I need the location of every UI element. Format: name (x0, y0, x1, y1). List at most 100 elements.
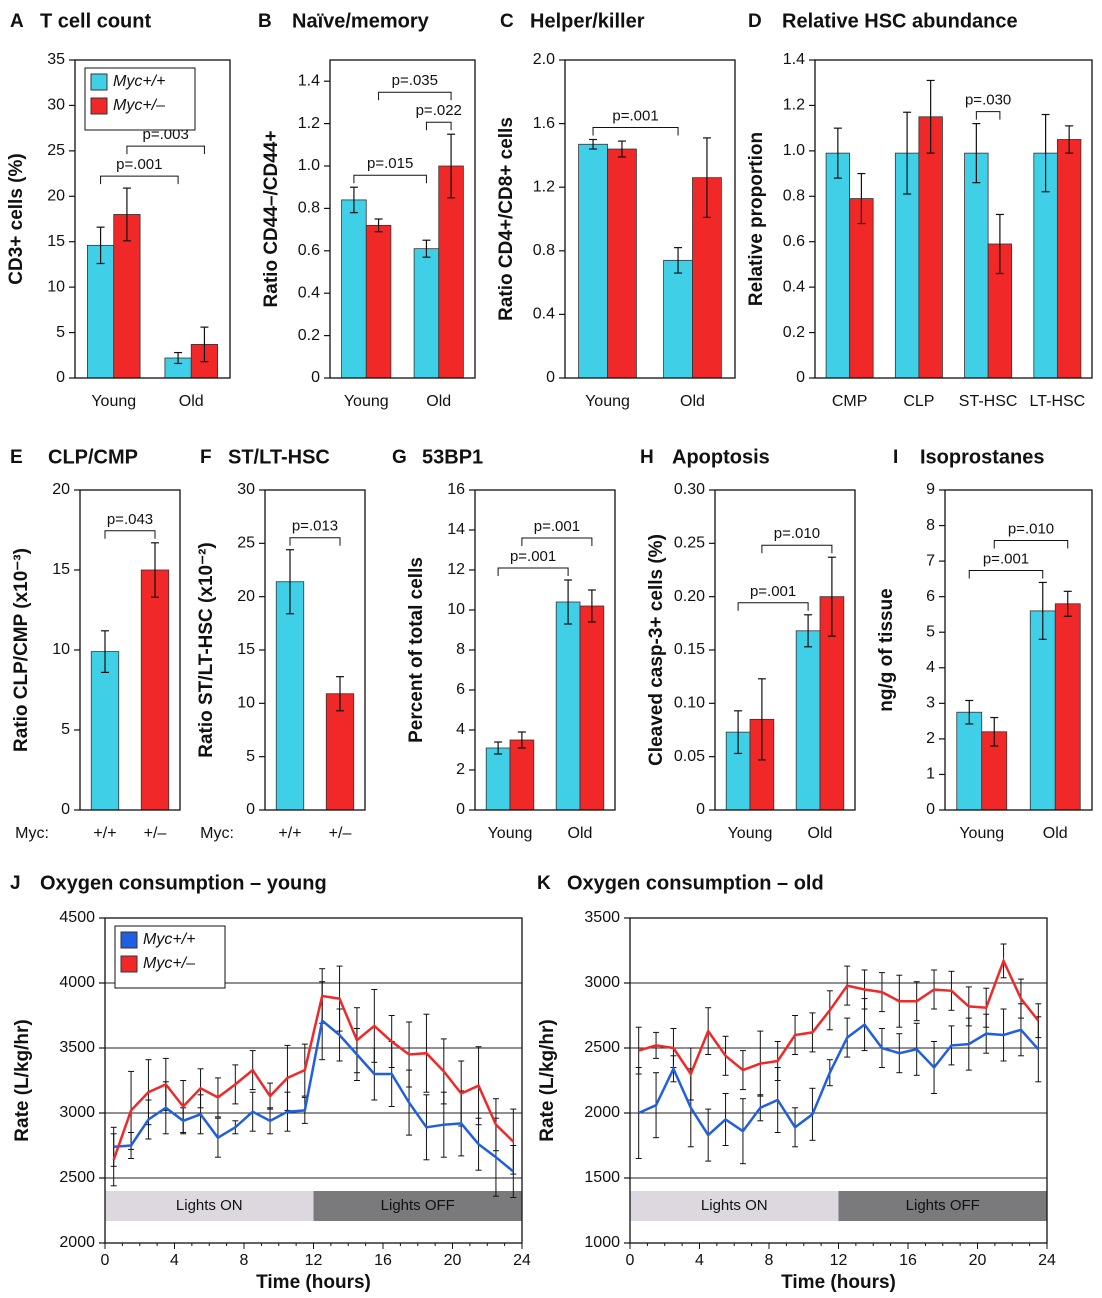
y-tick-label: 1.6 (533, 115, 555, 132)
p-value: p=.030 (965, 92, 1011, 109)
significance-bracket (289, 537, 341, 546)
panel-title: Helper/killer (530, 10, 645, 32)
y-tick-label: 9 (926, 481, 935, 498)
p-value: p=.013 (292, 518, 338, 535)
p-value: p=.010 (1008, 520, 1054, 537)
bar (413, 248, 440, 379)
bar (607, 148, 637, 379)
y-tick-label: 10 (52, 641, 70, 658)
bar (341, 199, 367, 379)
y-tick-label: 20 (47, 188, 65, 205)
panel: A T cell count CD3+ cells (%) 0 5 10 15 20 25 30 3… (6, 10, 231, 410)
y-tick-label: 0.8 (298, 200, 320, 217)
panel-title: CLP/CMP (48, 446, 138, 468)
error-bar (804, 614, 813, 648)
y-tick-label: 1.0 (298, 157, 320, 174)
y-tick-label: 10 (447, 601, 465, 618)
band-label: Lights OFF (381, 1197, 455, 1214)
y-axis-label: Rate (L/kg/hr) (537, 1019, 558, 1141)
y-tick-label: 2000 (59, 1234, 95, 1251)
panel: C Helper/killer Ratio CD4+/CD8+ cells 0 0.4 0… (496, 10, 736, 410)
panel: F ST/LT-HSC Ratio ST/LT-HSC (x10⁻²) 0 5 10 15 2… (196, 446, 366, 842)
error-bar (702, 137, 711, 219)
y-axis-label: Cleaved casp-3+ cells (%) (646, 534, 667, 766)
legend-swatch (120, 931, 138, 949)
legend-swatch (90, 73, 108, 91)
plot-frame (714, 489, 856, 811)
bar (795, 630, 821, 811)
legend-label: Myc+/– (143, 955, 195, 972)
error-bar (174, 351, 183, 365)
p-value: p=.035 (392, 72, 438, 89)
band-label: Lights ON (701, 1197, 768, 1214)
error-bar (200, 326, 209, 363)
error-bar (151, 542, 159, 598)
y-tick-label: 0.4 (298, 284, 320, 301)
x-tick-label: Young (585, 393, 630, 410)
x-tick-label: CMP (832, 393, 868, 410)
panel-letter: K (537, 873, 551, 894)
error-bar (1065, 125, 1074, 154)
error-bar (336, 676, 344, 712)
x-prefix: Myc: (15, 825, 49, 842)
y-tick-label: 1000 (584, 1234, 620, 1251)
x-tick-label: 8 (765, 1252, 774, 1269)
y-tick-label: 3500 (584, 909, 620, 926)
p-value: p=.001 (983, 550, 1029, 567)
y-tick-label: 0.4 (783, 278, 805, 295)
panel-title: Oxygen consumption – young (40, 872, 327, 894)
y-tick-label: 5 (246, 748, 255, 765)
y-tick-label: 0.15 (674, 641, 705, 658)
panel-title: ST/LT-HSC (228, 446, 330, 468)
y-tick-label: 1.2 (533, 178, 555, 195)
error-bar (734, 710, 743, 755)
y-axis-label: Ratio ST/LT-HSC (x10⁻²) (196, 542, 217, 758)
y-tick-label: 0 (456, 801, 465, 818)
p-value: p=.001 (612, 107, 658, 124)
bar (663, 259, 693, 379)
x-tick-label: Young (728, 825, 773, 842)
y-tick-label: 0.20 (674, 588, 705, 605)
y-tick-label: 0 (246, 801, 255, 818)
x-tick-label: 0 (626, 1252, 635, 1269)
y-tick-label: 1.4 (783, 51, 805, 68)
bar (578, 143, 608, 379)
y-tick-label: 2500 (584, 1039, 620, 1056)
panel: H Apoptosis Cleaved casp-3+ cells (%) 0 0.05… (640, 446, 856, 842)
y-tick-label: 2 (456, 761, 465, 778)
y-tick-label: 0 (311, 369, 320, 386)
legend-label: Myc+/+ (113, 73, 165, 90)
bar (1054, 603, 1081, 811)
plot-frame (629, 917, 1048, 1244)
x-tick-label: 16 (374, 1252, 392, 1269)
y-tick-label: 7 (926, 552, 935, 569)
error-bar (903, 111, 912, 195)
error-bar (122, 187, 131, 242)
significance-bracket (104, 530, 156, 539)
y-tick-label: 20 (237, 588, 255, 605)
y-tick-label: 12 (447, 561, 465, 578)
panel-title: T cell count (40, 10, 151, 32)
y-tick-label: 20 (52, 481, 70, 498)
y-axis-label: Rate (L/kg/hr) (12, 1019, 33, 1141)
y-tick-label: 2000 (584, 1104, 620, 1121)
y-tick-label: 0.4 (533, 306, 555, 323)
panel-letter: I (893, 447, 898, 468)
error-bar (422, 239, 431, 258)
y-tick-label: 30 (237, 481, 255, 498)
panel-letter: D (748, 11, 762, 32)
plot-frame (329, 59, 476, 379)
y-tick-label: 1.0 (783, 142, 805, 159)
error-bar (995, 213, 1004, 275)
y-tick-label: 0 (61, 801, 70, 818)
legend-label: Myc+/– (113, 97, 165, 114)
significance-bracket (378, 91, 452, 101)
x-tick-label: ST-HSC (959, 393, 1018, 410)
error-bar (101, 630, 109, 674)
p-value: p=.001 (510, 548, 556, 565)
line (638, 1022, 1040, 1138)
bar (90, 651, 120, 811)
significance-bracket (993, 539, 1069, 549)
error-bar (833, 127, 842, 179)
error-bar (926, 79, 935, 154)
